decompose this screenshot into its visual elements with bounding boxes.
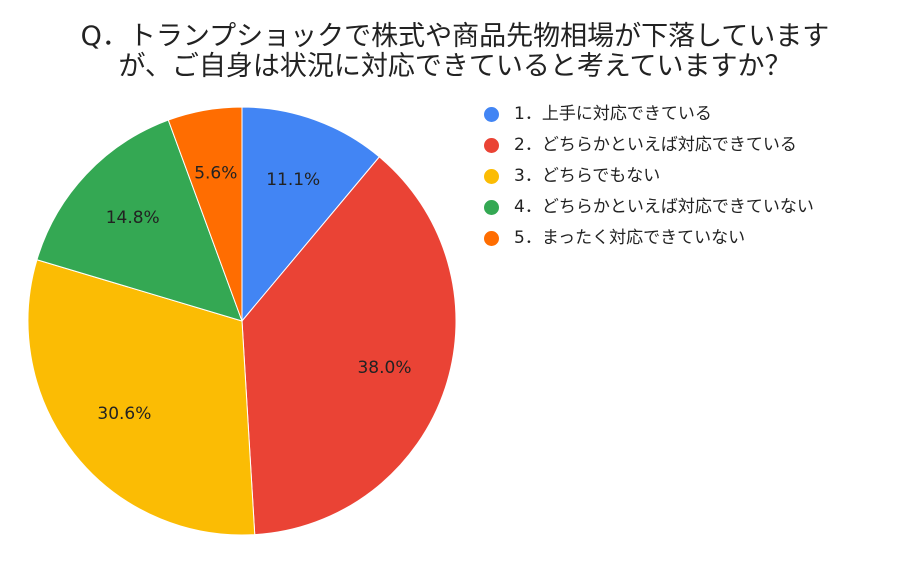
legend-swatch-3 [484,169,499,184]
legend-swatch-4 [484,200,499,215]
legend-item-5: 5．まったく対応できていない [484,228,884,248]
legend-swatch-5 [484,231,499,246]
data-label-5: 5.6% [194,163,237,183]
chart-title-line-2: が、ご自身は状況に対応できていると考えていますか？ [118,51,792,82]
data-label-2: 38.0% [357,358,411,378]
legend-swatch-2 [484,138,499,153]
pie-slice-5 [167,106,243,322]
legend-item-3: 3．どちらでもない [484,166,884,186]
legend: 1．上手に対応できている 2．どちらかといえば対応できている 3．どちらでもない… [484,104,884,259]
data-label-4: 14.8% [106,208,160,228]
legend-label-1: 1．上手に対応できている [514,104,712,124]
legend-item-2: 2．どちらかといえば対応できている [484,135,884,155]
legend-label-5: 5．まったく対応できていない [514,228,746,248]
legend-label-3: 3．どちらでもない [514,166,661,186]
legend-item-4: 4．どちらかといえば対応できていない [484,197,884,217]
legend-label-2: 2．どちらかといえば対応できている [514,135,797,155]
pie-slice-1 [241,106,381,323]
data-label-3: 30.6% [97,404,151,424]
pie-slice-4 [36,119,243,322]
pie-slice-2 [241,156,457,536]
legend-item-1: 1．上手に対応できている [484,104,884,124]
chart-title-line-1: Q．トランプショックで株式や商品先物相場が下落しています [80,21,830,52]
legend-label-4: 4．どちらかといえば対応できていない [514,197,814,217]
legend-swatch-1 [484,107,499,122]
chart-title: Q．トランプショックで株式や商品先物相場が下落しています が、ご自身は状況に対応… [0,22,910,82]
pie-slice-3 [27,259,256,536]
data-label-1: 11.1% [266,170,320,190]
